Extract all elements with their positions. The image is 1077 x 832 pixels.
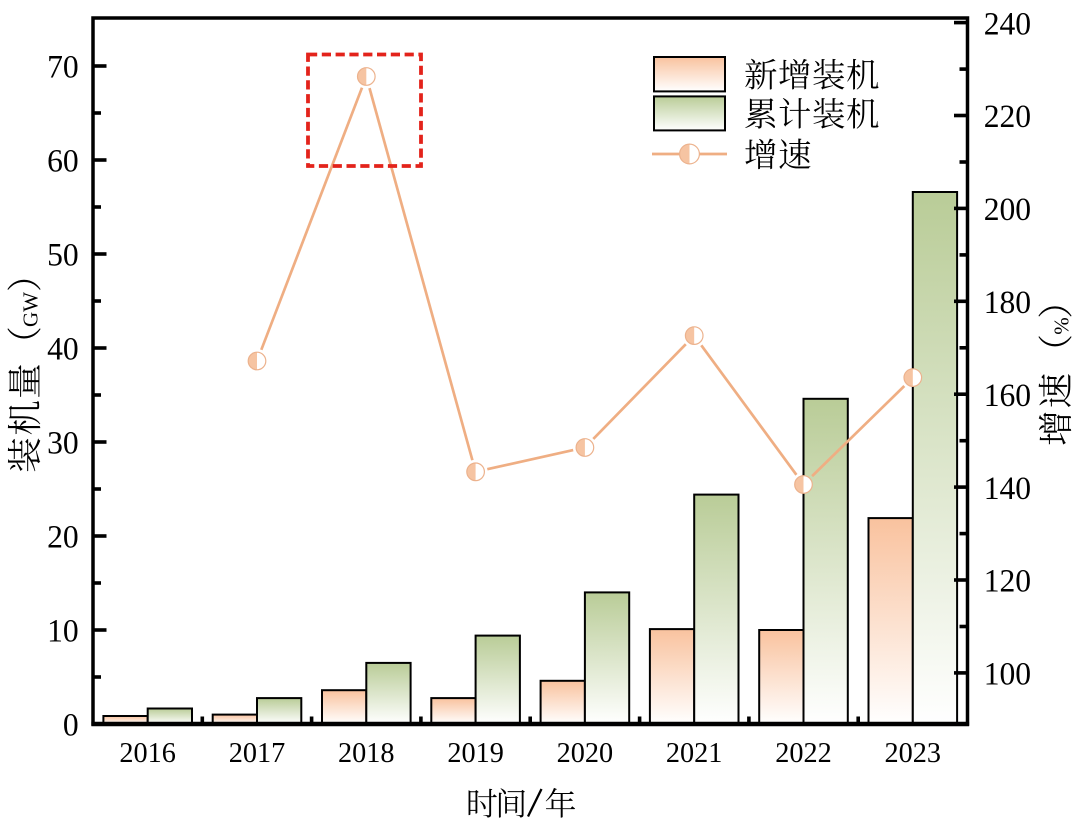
svg-text:180: 180 [984, 285, 1031, 321]
svg-text:120: 120 [984, 564, 1031, 600]
svg-text:70: 70 [47, 50, 79, 86]
svg-text:0: 0 [63, 708, 79, 744]
svg-text:2016: 2016 [119, 738, 176, 769]
svg-text:160: 160 [984, 378, 1031, 414]
svg-text:2018: 2018 [338, 738, 395, 769]
svg-text:2022: 2022 [775, 738, 832, 769]
svg-text:240: 240 [984, 6, 1031, 42]
svg-text:40: 40 [47, 332, 79, 368]
svg-text:140: 140 [984, 471, 1031, 507]
svg-text:220: 220 [984, 99, 1031, 135]
svg-text:2021: 2021 [666, 738, 723, 769]
svg-text:2020: 2020 [557, 738, 614, 769]
svg-text:50: 50 [47, 238, 79, 274]
svg-text:2017: 2017 [229, 738, 286, 769]
svg-text:%: % [1050, 317, 1074, 335]
svg-text:30: 30 [47, 426, 79, 462]
svg-text:10: 10 [47, 614, 79, 650]
svg-text:20: 20 [47, 520, 79, 556]
svg-text:60: 60 [47, 144, 79, 180]
svg-text:GW: GW [19, 292, 43, 327]
svg-text:100: 100 [984, 657, 1031, 693]
svg-text:200: 200 [984, 192, 1031, 228]
svg-text:2019: 2019 [447, 738, 504, 769]
svg-text:2023: 2023 [885, 738, 942, 769]
